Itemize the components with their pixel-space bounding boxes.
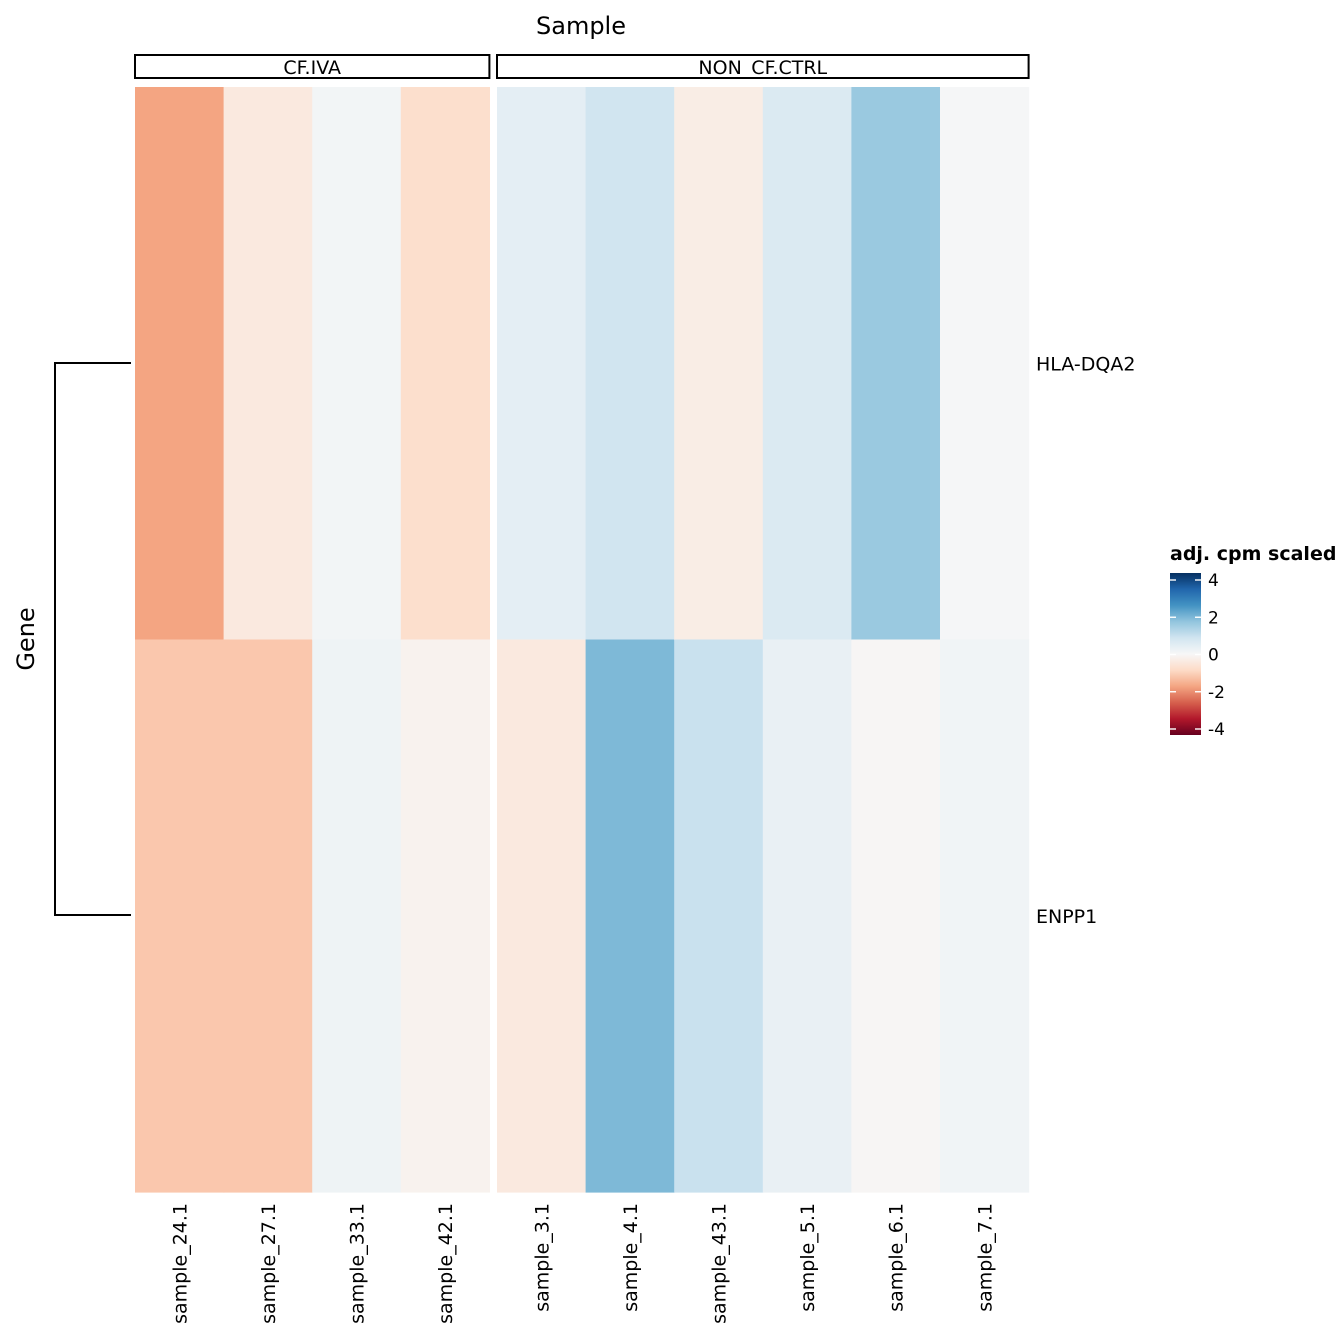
sample-label: sample_3.1 xyxy=(531,1203,553,1312)
legend-tick-label: -4 xyxy=(1208,720,1225,740)
heatmap-cell xyxy=(135,87,225,641)
heatmap-cell xyxy=(400,87,490,641)
chart-title: Sample xyxy=(536,12,626,40)
heatmap-cell xyxy=(851,639,941,1193)
legend-tick-label: 0 xyxy=(1208,646,1219,666)
facet-strip xyxy=(134,54,491,79)
legend-tick-label: 4 xyxy=(1208,571,1219,591)
sample-label: sample_33.1 xyxy=(347,1203,369,1324)
heatmap-cell xyxy=(851,87,941,641)
facet-label: NON_CF.CTRL xyxy=(698,57,827,79)
heatmap-cell xyxy=(312,639,402,1193)
heatmap-cell xyxy=(940,639,1030,1193)
heatmap-cell xyxy=(762,639,852,1193)
heatmap-cell xyxy=(674,639,764,1193)
heatmap-cell xyxy=(312,87,402,641)
legend-tick-label: 2 xyxy=(1208,608,1219,628)
row-dendrogram xyxy=(54,362,131,916)
sample-label: sample_5.1 xyxy=(797,1203,819,1312)
heatmap-cell xyxy=(585,87,675,641)
legend-title: adj. cpm scaled xyxy=(1170,543,1336,565)
sample-label: sample_27.1 xyxy=(258,1203,280,1324)
facet-strip xyxy=(496,54,1030,79)
heatmap-cell xyxy=(135,639,225,1193)
facet-strips: CF.IVA NON_CF.CTRL xyxy=(134,54,1030,79)
color-legend: adj. cpm scaled 4 2 0 -2 -4 xyxy=(1170,543,1336,740)
sample-label: sample_24.1 xyxy=(169,1203,191,1324)
sample-labels: sample_24.1 sample_27.1 sample_33.1 sample_… xyxy=(169,1203,996,1324)
heatmap-cell xyxy=(762,87,852,641)
gene-label: HLA-DQA2 xyxy=(1036,353,1135,375)
sample-label: sample_43.1 xyxy=(709,1203,731,1324)
heatmap-cell xyxy=(585,639,675,1193)
heatmap-cell xyxy=(223,639,313,1193)
heatmap-cell xyxy=(497,87,587,641)
sample-label: sample_42.1 xyxy=(435,1203,457,1324)
heatmap-cell xyxy=(223,87,313,641)
facet-label: CF.IVA xyxy=(283,57,341,79)
sample-label: sample_4.1 xyxy=(620,1203,642,1312)
heatmap-cell xyxy=(674,87,764,641)
y-axis-title: Gene xyxy=(12,607,40,670)
gene-label: ENPP1 xyxy=(1036,906,1097,928)
legend-tick-label: -2 xyxy=(1208,683,1225,703)
gene-labels: HLA-DQA2 ENPP1 xyxy=(1036,353,1135,928)
sample-label: sample_6.1 xyxy=(886,1203,908,1312)
heatmap-cell xyxy=(497,639,587,1193)
sample-label: sample_7.1 xyxy=(974,1203,996,1312)
heatmap-cell xyxy=(940,87,1030,641)
heatmap-cells xyxy=(135,87,1030,1193)
heatmap-cell xyxy=(400,639,490,1193)
